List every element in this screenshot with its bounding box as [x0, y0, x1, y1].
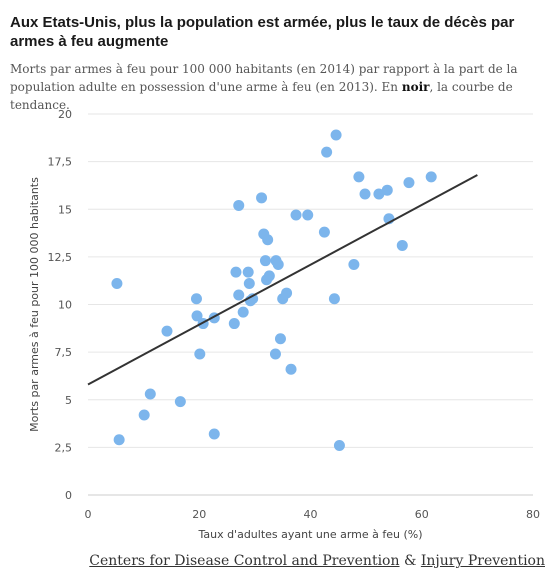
y-tick-label: 12,5	[48, 251, 73, 264]
data-point[interactable]	[330, 129, 342, 141]
data-point[interactable]	[191, 310, 203, 322]
y-tick-label: 20	[58, 108, 72, 121]
subtitle-bold: noir	[401, 80, 430, 94]
y-tick-label: 0	[65, 489, 72, 502]
data-point[interactable]	[161, 325, 173, 337]
data-point[interactable]	[230, 266, 242, 278]
data-points	[111, 129, 437, 451]
source-link-injury-prevention[interactable]: Injury Prevention	[420, 553, 545, 569]
data-point[interactable]	[425, 171, 437, 183]
subtitle-text-end: , la courbe de tendance.	[10, 80, 513, 112]
data-point[interactable]	[247, 293, 259, 305]
y-tick-label: 10	[58, 299, 72, 312]
data-point[interactable]	[403, 177, 415, 189]
trend-line	[87, 174, 478, 386]
data-point[interactable]	[243, 278, 255, 290]
y-tick-label: 5	[65, 394, 72, 407]
data-point[interactable]	[111, 278, 123, 290]
data-point[interactable]	[359, 188, 371, 200]
data-point[interactable]	[381, 184, 393, 196]
data-point[interactable]	[272, 258, 284, 270]
x-tick-label: 20	[192, 508, 206, 521]
data-point[interactable]	[237, 306, 249, 318]
trend-line-group	[87, 174, 478, 386]
data-point[interactable]	[259, 255, 271, 267]
y-tick-label: 2,5	[55, 441, 73, 454]
y-tick-label: 7,5	[55, 346, 73, 359]
data-point[interactable]	[290, 209, 302, 221]
subtitle-text: Morts par armes à feu pour 100 000 habit…	[10, 62, 518, 94]
x-axis: 0 20 40 60 80	[85, 494, 540, 521]
chart-title: Aux Etats-Unis, plus la population est a…	[10, 14, 515, 50]
data-point[interactable]	[262, 234, 274, 246]
y-tick-label: 17,5	[48, 156, 73, 169]
data-point[interactable]	[328, 293, 340, 305]
gridlines	[88, 113, 533, 448]
data-point[interactable]	[190, 293, 202, 305]
data-point[interactable]	[373, 188, 385, 200]
x-axis-title: Taux d'adultes ayant une arme à feu (%)	[197, 528, 422, 541]
data-point[interactable]	[174, 396, 186, 408]
data-point[interactable]	[333, 439, 345, 451]
data-point[interactable]	[269, 348, 281, 360]
x-tick-label: 0	[85, 508, 92, 521]
data-point[interactable]	[113, 434, 125, 446]
data-point[interactable]	[274, 333, 286, 345]
scatter-chart: 0 20 40 60 80 0 2,5 5 7,5 10 12,5 15 17,5 20 Taux d'…	[28, 108, 540, 541]
data-point[interactable]	[208, 428, 220, 440]
data-point[interactable]	[256, 192, 268, 204]
data-point[interactable]	[194, 348, 206, 360]
data-point[interactable]	[302, 209, 314, 221]
data-point[interactable]	[233, 199, 245, 211]
x-tick-label: 60	[415, 508, 429, 521]
data-point[interactable]	[348, 258, 360, 270]
y-tick-label: 15	[58, 203, 72, 216]
y-axis: 0 2,5 5 7,5 10 12,5 15 17,5 20	[48, 108, 73, 502]
data-point[interactable]	[281, 287, 293, 299]
x-tick-label: 40	[304, 508, 318, 521]
data-point[interactable]	[318, 226, 330, 238]
source-credit: Centers for Disease Control and Preventi…	[89, 553, 545, 569]
data-point[interactable]	[263, 270, 275, 282]
data-point[interactable]	[285, 363, 297, 375]
source-link-cdc[interactable]: Centers for Disease Control and Preventi…	[89, 553, 400, 569]
source-separator: &	[399, 553, 421, 569]
data-point[interactable]	[228, 318, 240, 330]
chart-subtitle: Morts par armes à feu pour 100 000 habit…	[10, 60, 553, 114]
y-axis-title: Morts par armes à feu pour 100 000 habit…	[28, 177, 41, 432]
data-point[interactable]	[242, 266, 254, 278]
data-point[interactable]	[144, 388, 156, 400]
data-point[interactable]	[396, 239, 408, 251]
data-point[interactable]	[321, 146, 333, 158]
data-point[interactable]	[138, 409, 150, 421]
x-tick-label: 80	[526, 508, 540, 521]
data-point[interactable]	[233, 289, 245, 301]
data-point[interactable]	[353, 171, 365, 183]
